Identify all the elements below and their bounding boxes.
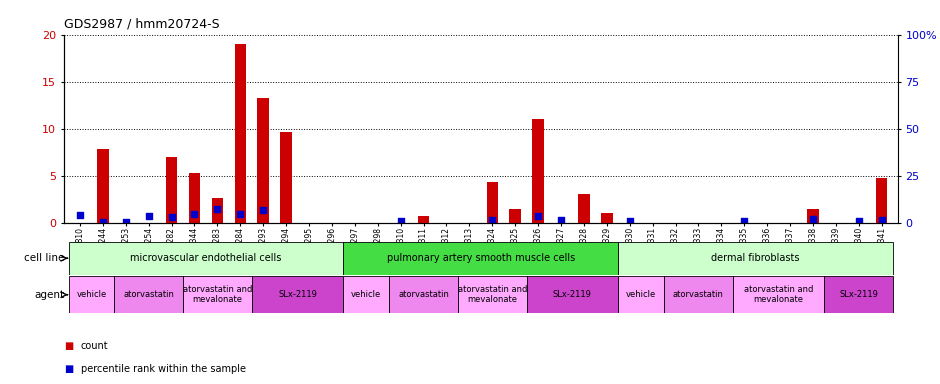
- Bar: [664, 276, 733, 313]
- Bar: [69, 276, 115, 313]
- Point: [737, 218, 752, 224]
- Point: [72, 212, 87, 218]
- Point: [806, 216, 821, 222]
- Text: agent: agent: [34, 290, 64, 300]
- Text: atorvastatin and
mevalonate: atorvastatin and mevalonate: [458, 285, 527, 304]
- Bar: [252, 276, 343, 313]
- Point: [141, 213, 156, 219]
- Point: [393, 218, 408, 224]
- Bar: [343, 276, 389, 313]
- Text: percentile rank within the sample: percentile rank within the sample: [81, 364, 246, 374]
- Text: cell line: cell line: [24, 253, 64, 263]
- Text: atorvastatin: atorvastatin: [399, 290, 449, 299]
- Bar: [69, 242, 343, 275]
- Bar: [619, 242, 893, 275]
- Point: [530, 212, 545, 218]
- Text: atorvastatin: atorvastatin: [123, 290, 174, 299]
- Bar: [824, 276, 893, 313]
- Bar: [876, 177, 887, 223]
- Bar: [189, 173, 200, 223]
- Bar: [578, 194, 589, 223]
- Text: ■: ■: [64, 341, 73, 351]
- Bar: [487, 182, 498, 223]
- Bar: [115, 276, 183, 313]
- Text: vehicle: vehicle: [76, 290, 106, 299]
- Point: [164, 214, 180, 220]
- Bar: [258, 98, 269, 223]
- Bar: [183, 276, 252, 313]
- Bar: [458, 276, 526, 313]
- Text: ■: ■: [64, 364, 73, 374]
- Bar: [235, 44, 246, 223]
- Bar: [807, 209, 819, 223]
- Point: [187, 211, 202, 217]
- Bar: [280, 132, 291, 223]
- Point: [118, 219, 133, 225]
- Text: microvascular endothelial cells: microvascular endothelial cells: [131, 253, 282, 263]
- Bar: [97, 149, 109, 223]
- Text: atorvastatin: atorvastatin: [673, 290, 724, 299]
- Point: [95, 219, 110, 225]
- Point: [852, 218, 867, 224]
- Bar: [532, 119, 544, 223]
- Text: SLx-2119: SLx-2119: [839, 290, 878, 299]
- Text: SLx-2119: SLx-2119: [278, 290, 317, 299]
- Text: pulmonary artery smooth muscle cells: pulmonary artery smooth muscle cells: [386, 253, 575, 263]
- Bar: [212, 198, 223, 223]
- Point: [210, 205, 225, 212]
- Bar: [601, 214, 613, 223]
- Text: SLx-2119: SLx-2119: [553, 290, 592, 299]
- Text: vehicle: vehicle: [626, 290, 656, 299]
- Point: [485, 217, 500, 223]
- Point: [256, 207, 271, 214]
- Text: GDS2987 / hmm20724-S: GDS2987 / hmm20724-S: [64, 18, 220, 31]
- Text: atorvastatin and
mevalonate: atorvastatin and mevalonate: [744, 285, 813, 304]
- Point: [622, 218, 637, 224]
- Bar: [165, 157, 178, 223]
- Text: dermal fibroblasts: dermal fibroblasts: [712, 253, 800, 263]
- Text: vehicle: vehicle: [352, 290, 382, 299]
- Point: [554, 217, 569, 223]
- Text: count: count: [81, 341, 108, 351]
- Point: [874, 217, 889, 223]
- Bar: [733, 276, 824, 313]
- Bar: [417, 216, 430, 223]
- Text: atorvastatin and
mevalonate: atorvastatin and mevalonate: [182, 285, 252, 304]
- Bar: [509, 209, 521, 223]
- Bar: [619, 276, 664, 313]
- Bar: [343, 242, 619, 275]
- Bar: [526, 276, 619, 313]
- Bar: [389, 276, 458, 313]
- Point: [233, 211, 248, 217]
